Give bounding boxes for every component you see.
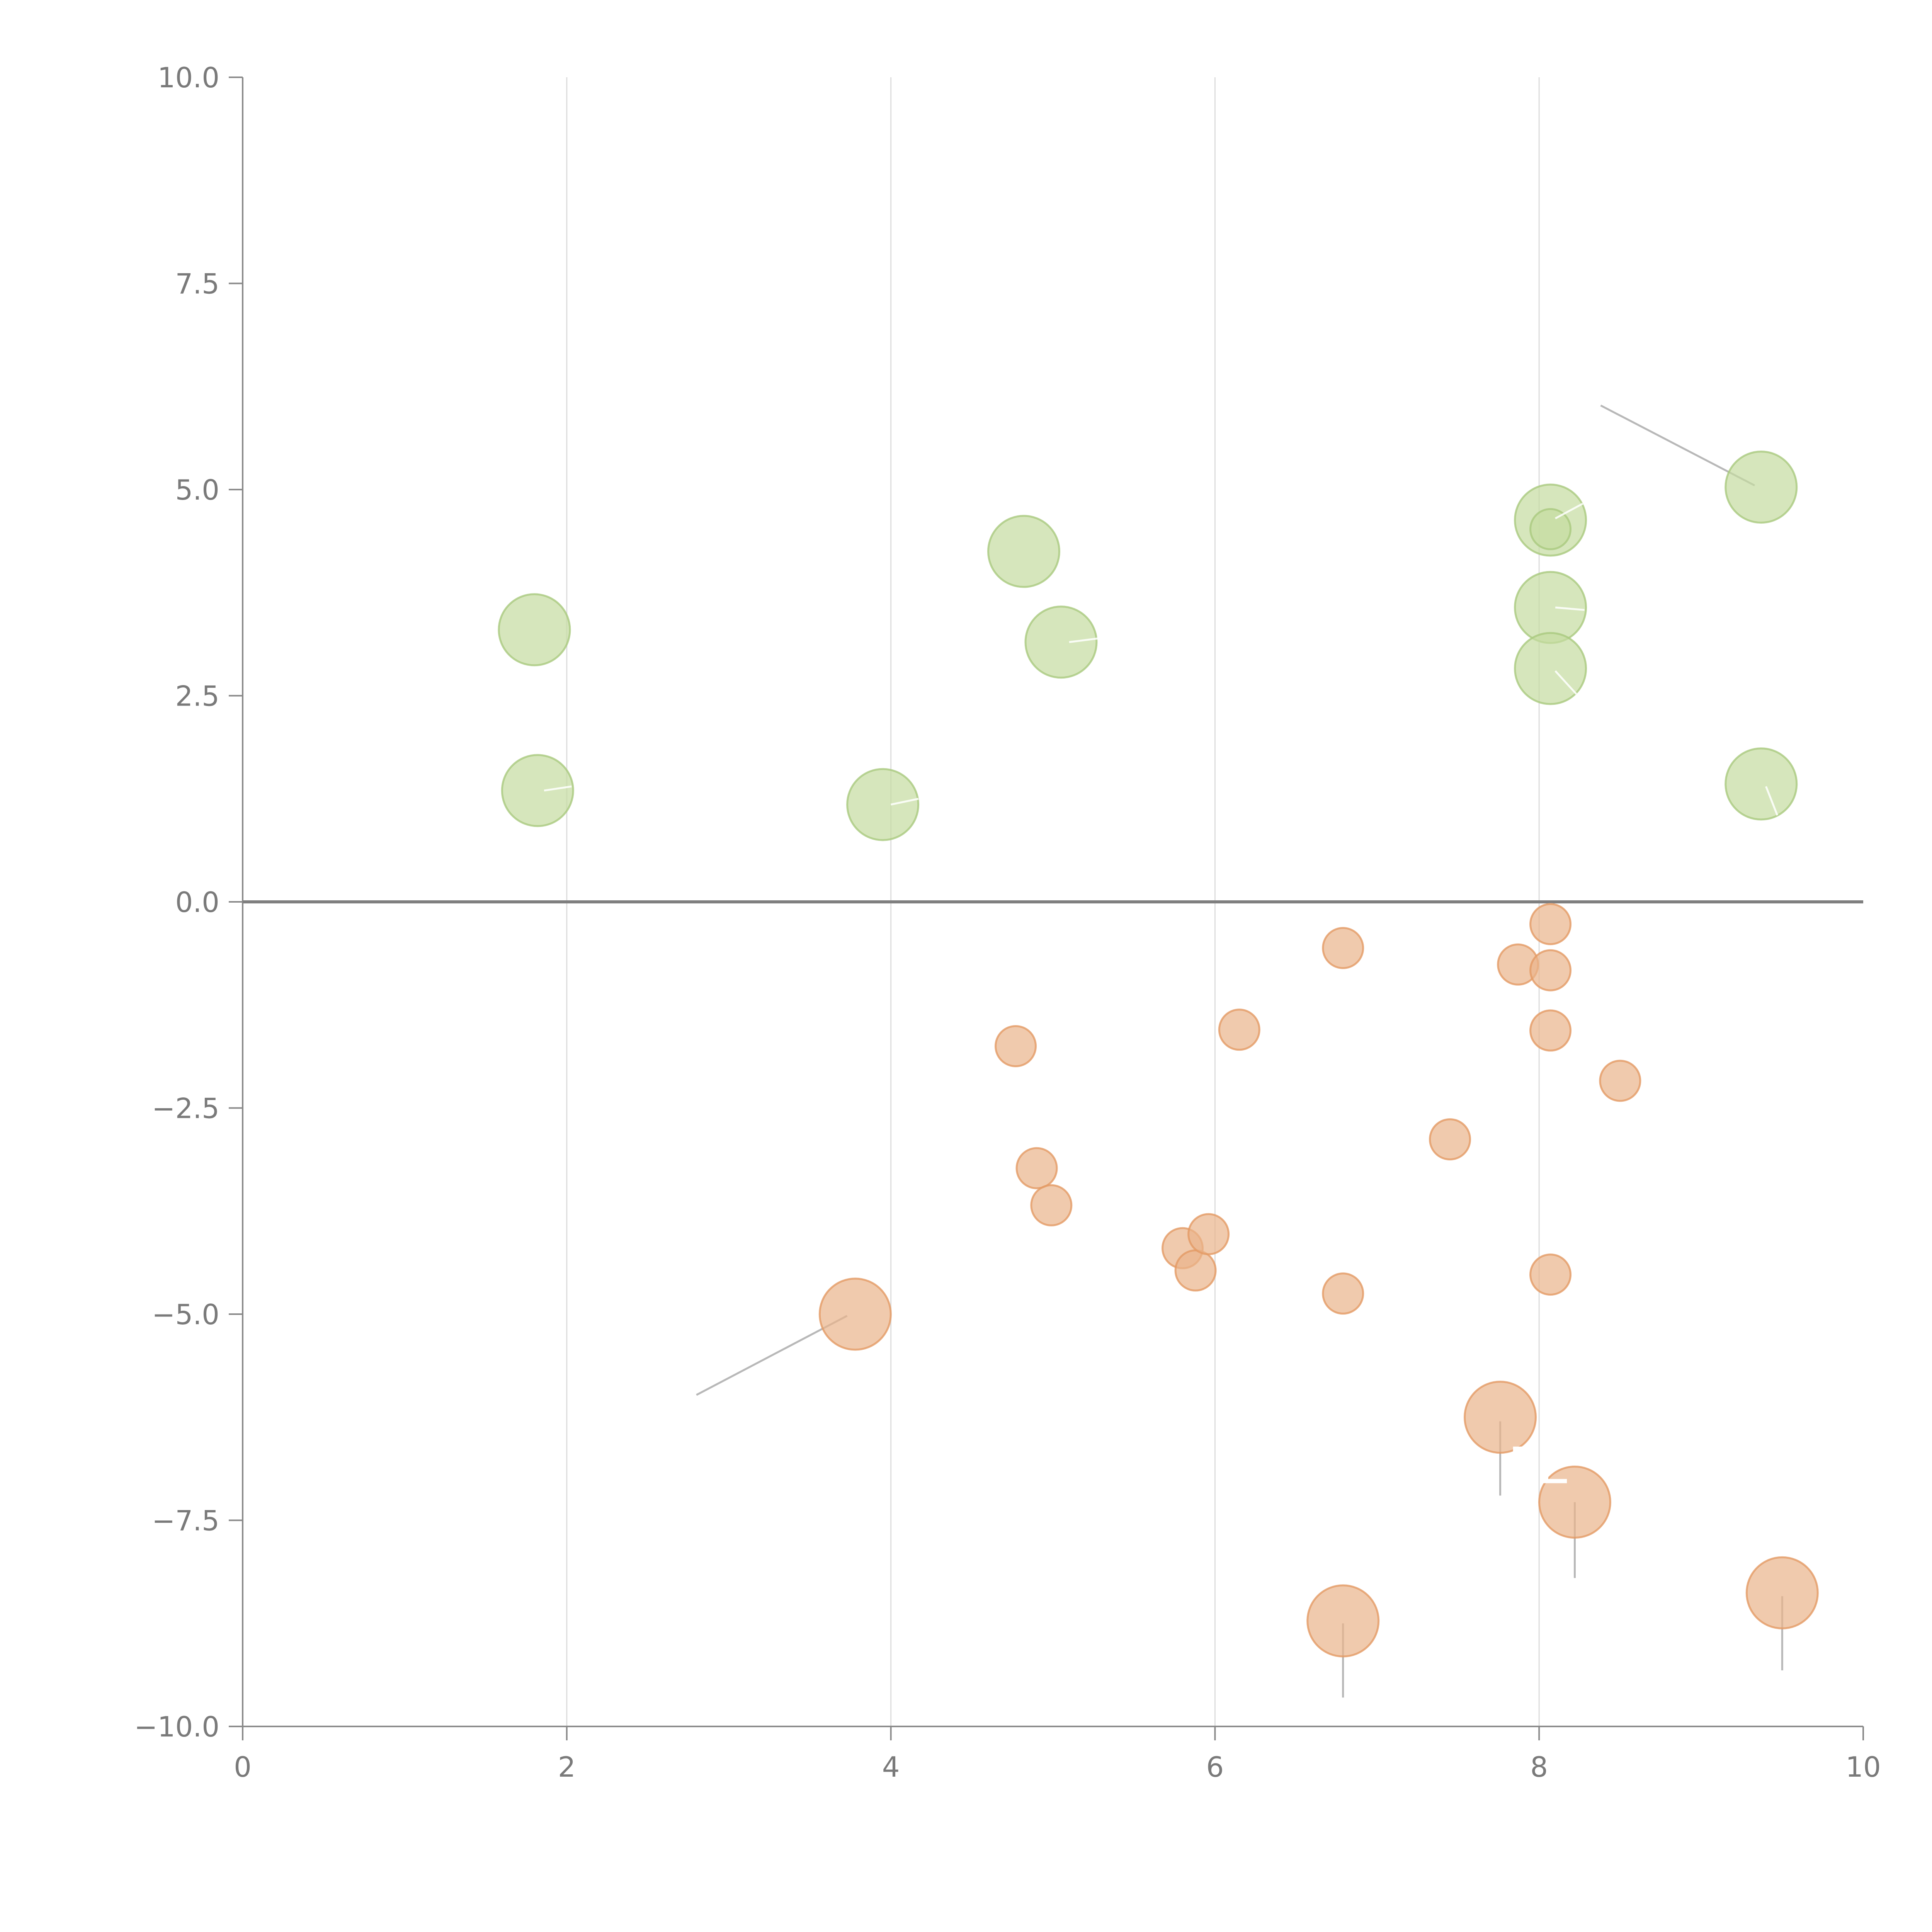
negative-point bbox=[1174, 1249, 1217, 1292]
positive-point bbox=[1529, 508, 1572, 550]
y-tick-label: −7.5 bbox=[152, 1505, 219, 1537]
points-layer bbox=[498, 451, 1819, 1658]
negative-point bbox=[1030, 1184, 1073, 1226]
y-tick-label: 2.5 bbox=[175, 680, 219, 713]
negative-point bbox=[1306, 1584, 1380, 1658]
point-annotation: PE bbox=[1508, 1436, 1570, 1495]
axis-layer: 0 2 4 6 8 10 10.0 7.5 5.0 2.5 0.0 −2.5 −5.0 −7.5 −10.0 bbox=[134, 61, 1881, 1783]
negative-point bbox=[1187, 1213, 1230, 1255]
negative-point bbox=[818, 1277, 892, 1351]
x-tick-label: 4 bbox=[882, 1751, 900, 1783]
leader-line bbox=[1555, 606, 1585, 611]
negative-point bbox=[1538, 1466, 1611, 1539]
y-tick-label: −5.0 bbox=[152, 1298, 219, 1331]
positive-point bbox=[498, 593, 571, 667]
inner-leader-lines bbox=[544, 503, 1779, 816]
x-tick-label: 2 bbox=[558, 1751, 576, 1783]
positive-point bbox=[846, 768, 920, 841]
negative-point bbox=[1429, 1118, 1471, 1161]
leader-line bbox=[1765, 786, 1779, 816]
negative-point bbox=[1322, 1272, 1364, 1315]
y-tick-label: 10.0 bbox=[158, 61, 219, 94]
x-tick-label: 8 bbox=[1530, 1751, 1548, 1783]
negative-point bbox=[1464, 1381, 1537, 1454]
leader-line bbox=[891, 798, 919, 806]
x-tick-label: 6 bbox=[1206, 1751, 1224, 1783]
negative-point bbox=[1015, 1147, 1058, 1189]
negative-point bbox=[1218, 1009, 1260, 1051]
negative-point bbox=[1599, 1060, 1641, 1102]
positive-point bbox=[987, 515, 1061, 588]
annotation-layer: PE bbox=[1508, 1436, 1570, 1495]
negative-point bbox=[1745, 1556, 1819, 1629]
x-tick-label: 10 bbox=[1845, 1751, 1881, 1783]
leader-line bbox=[544, 785, 572, 792]
negative-point bbox=[1322, 927, 1364, 969]
y-tick-label: 5.0 bbox=[175, 474, 219, 506]
positive-point bbox=[1024, 605, 1098, 679]
leader-lines bbox=[696, 405, 1783, 1698]
x-tick-label: 0 bbox=[234, 1751, 252, 1783]
y-tick-label: −10.0 bbox=[134, 1711, 219, 1743]
leader-line bbox=[1069, 637, 1102, 643]
negative-point bbox=[995, 1025, 1037, 1067]
positive-point bbox=[501, 754, 574, 827]
negative-point bbox=[1529, 949, 1572, 992]
positive-point bbox=[1725, 451, 1798, 524]
leader-line bbox=[1554, 670, 1577, 695]
y-tick-label: −2.5 bbox=[152, 1092, 219, 1125]
negative-point bbox=[1529, 1009, 1572, 1052]
y-tick-label: 7.5 bbox=[175, 268, 219, 300]
positive-point bbox=[1725, 747, 1798, 821]
negative-point bbox=[1529, 1253, 1572, 1296]
y-tick-label: 0.0 bbox=[175, 886, 219, 918]
negative-point bbox=[1529, 903, 1572, 946]
leader-line bbox=[1554, 503, 1583, 519]
